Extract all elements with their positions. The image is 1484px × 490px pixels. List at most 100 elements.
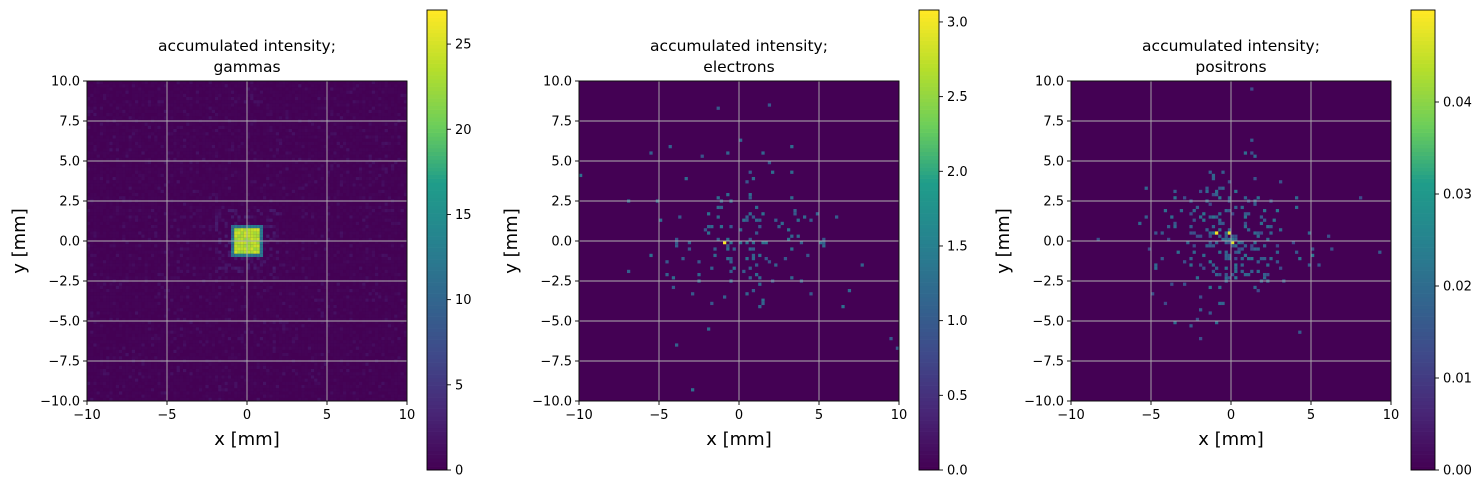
heatmap-cell — [307, 257, 312, 261]
heatmap-cell — [346, 90, 350, 94]
heatmap-cell — [295, 81, 299, 85]
heatmap-cell — [320, 193, 324, 197]
heatmap-cell — [359, 170, 363, 174]
heatmap-cell — [211, 177, 216, 181]
heatmap-cell — [355, 250, 360, 254]
heatmap-cell — [176, 109, 180, 114]
heatmap-cell — [173, 273, 177, 277]
heatmap-cell — [186, 103, 190, 107]
heatmap-cell — [215, 215, 219, 219]
heatmap-cell — [307, 266, 312, 270]
heatmap-cell — [128, 141, 132, 146]
heatmap-cell — [202, 157, 206, 162]
heatmap-cell — [186, 135, 190, 139]
heatmap-cell — [391, 125, 395, 130]
heatmap-cell — [205, 244, 209, 248]
heatmap-cell — [170, 273, 174, 277]
heatmap-cell — [349, 125, 353, 130]
heatmap-cell — [195, 164, 200, 168]
heatmap-cell — [208, 106, 212, 110]
heatmap-cell — [371, 183, 376, 187]
heatmap-cell — [128, 205, 132, 210]
heatmap-cell — [128, 292, 132, 296]
heatmap-cell — [285, 202, 289, 206]
heatmap-cell — [195, 129, 200, 133]
heatmap-cell — [93, 103, 97, 107]
heatmap-cell — [282, 106, 286, 110]
heatmap-cell — [247, 103, 251, 107]
heatmap-cell — [199, 106, 203, 110]
heatmap-cell — [138, 202, 142, 206]
heatmap-cell — [336, 250, 340, 254]
heatmap-cell — [151, 180, 155, 184]
heatmap-cell — [199, 205, 203, 210]
heatmap-cell — [327, 81, 331, 85]
heatmap-cell — [173, 87, 177, 91]
heatmap-cell — [320, 209, 324, 213]
heatmap-cell — [301, 173, 305, 178]
heatmap-cell — [384, 241, 388, 245]
heatmap-cell — [304, 93, 308, 98]
heatmap-cell — [250, 202, 254, 206]
heatmap-cell — [87, 247, 91, 251]
heatmap-cell — [128, 116, 132, 120]
heatmap-cell — [173, 148, 177, 152]
heatmap-cell — [259, 266, 264, 270]
heatmap-cell — [195, 292, 200, 296]
heatmap-cell — [275, 93, 280, 98]
heatmap-cell — [147, 135, 152, 139]
heatmap-cell — [183, 100, 187, 104]
heatmap-cell — [112, 225, 116, 229]
heatmap-cell — [119, 177, 123, 181]
heatmap-cell — [106, 148, 110, 152]
heatmap-cell — [381, 141, 385, 146]
heatmap-cell — [394, 263, 398, 267]
heatmap-cell — [301, 298, 305, 302]
heatmap-cell — [291, 138, 296, 142]
heatmap-cell — [160, 125, 164, 130]
heatmap-cell — [195, 228, 200, 232]
heatmap-cell — [115, 173, 120, 178]
heatmap-cell — [189, 234, 193, 238]
heatmap-cell — [317, 209, 321, 213]
heatmap-cell — [355, 100, 360, 104]
heatmap-cell — [151, 193, 155, 197]
heatmap-cell — [167, 129, 171, 133]
heatmap-cell — [208, 148, 212, 152]
heatmap-cell — [128, 282, 132, 286]
heatmap-cell — [90, 93, 94, 98]
heatmap-cell — [147, 276, 152, 280]
heatmap-cell — [176, 135, 180, 139]
heatmap-cell — [128, 237, 132, 242]
heatmap-cell — [170, 221, 174, 226]
heatmap-cell — [371, 209, 376, 213]
heatmap-cell — [103, 276, 107, 280]
heatmap-cell — [343, 209, 347, 213]
heatmap-cell — [400, 193, 404, 197]
heatmap-cell — [160, 180, 164, 184]
heatmap-cell — [240, 93, 244, 98]
heatmap-cell — [256, 157, 260, 162]
heatmap-cell — [247, 250, 251, 254]
heatmap-cell — [125, 135, 129, 139]
heatmap-cell — [349, 273, 353, 277]
heatmap-cell — [384, 196, 388, 200]
heatmap-cell — [227, 269, 232, 274]
heatmap-cell — [339, 157, 344, 162]
heatmap-cell — [365, 209, 369, 213]
heatmap-cell — [119, 167, 123, 171]
heatmap-cell — [119, 253, 123, 258]
heatmap-cell — [183, 129, 187, 133]
heatmap-cell — [183, 263, 187, 267]
heatmap-cell — [269, 173, 273, 178]
heatmap-cell — [291, 225, 296, 229]
heatmap-cell — [288, 193, 292, 197]
heatmap-cell — [279, 122, 283, 126]
heatmap-cell — [391, 247, 395, 251]
heatmap-cell — [205, 164, 209, 168]
heatmap-cell — [397, 196, 401, 200]
heatmap-cell — [240, 81, 244, 85]
heatmap-cell — [250, 250, 254, 254]
heatmap-cell — [157, 260, 161, 264]
heatmap-cell — [243, 215, 248, 219]
